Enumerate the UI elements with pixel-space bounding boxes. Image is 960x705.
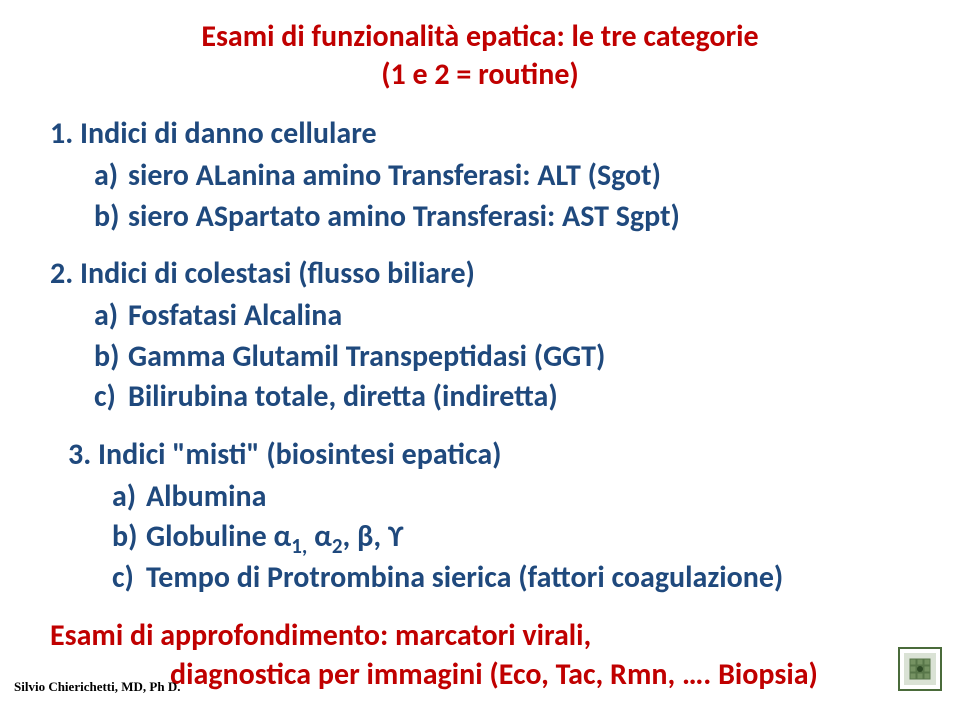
section-heading: 1. Indici di danno cellulare xyxy=(50,115,910,152)
corner-logo-icon xyxy=(898,647,942,691)
list-item: b)Gamma Glutamil Transpeptidasi (GGT) xyxy=(50,337,910,378)
sub-list: a)siero ALanina amino Transferasi: ALT (… xyxy=(50,156,910,237)
sub-list: a)Albuminab)Globuline α1, α2, β, ϒc)Temp… xyxy=(50,477,910,599)
list-item: b)siero ASpartato amino Transferasi: AST… xyxy=(50,197,910,238)
item-marker: a) xyxy=(94,156,128,197)
section-heading: 3. Indici "misti" (biosintesi epatica) xyxy=(50,436,910,473)
body: 1. Indici di danno cellularea)siero ALan… xyxy=(50,115,910,598)
item-marker: c) xyxy=(112,558,146,599)
slide-title: Esami di funzionalità epatica: le tre ca… xyxy=(50,18,910,93)
list-item: c)Tempo di Protrombina sierica (fattori … xyxy=(50,558,910,599)
title-line-2: (1 e 2 = routine) xyxy=(381,56,579,93)
item-marker: c) xyxy=(94,377,128,418)
conclusion-line-1: Esami di approfondimento: marcatori vira… xyxy=(50,616,910,655)
list-item: a)Albumina xyxy=(50,477,910,518)
item-marker: a) xyxy=(94,296,128,337)
list-item: c)Bilirubina totale, diretta (indiretta) xyxy=(50,377,910,418)
item-text: Tempo di Protrombina sierica (fattori co… xyxy=(146,559,783,596)
footer-author: Silvio Chierichetti, MD, Ph D. xyxy=(14,679,180,695)
item-marker: b) xyxy=(112,517,146,558)
item-text: Bilirubina totale, diretta (indiretta) xyxy=(128,378,558,415)
item-text: siero ASpartato amino Transferasi: AST S… xyxy=(128,198,680,235)
list-item: a)Fosfatasi Alcalina xyxy=(50,296,910,337)
list-item: a)siero ALanina amino Transferasi: ALT (… xyxy=(50,156,910,197)
item-text: Fosfatasi Alcalina xyxy=(128,297,342,334)
item-text: Globuline α1, α2, β, ϒ xyxy=(146,518,404,555)
section-heading: 2. Indici di colestasi (flusso biliare) xyxy=(50,255,910,292)
slide: Esami di funzionalità epatica: le tre ca… xyxy=(0,0,960,705)
item-text: Gamma Glutamil Transpeptidasi (GGT) xyxy=(128,338,605,375)
item-marker: b) xyxy=(94,337,128,378)
sub-list: a)Fosfatasi Alcalinab)Gamma Glutamil Tra… xyxy=(50,296,910,418)
item-text: Albumina xyxy=(146,478,266,515)
item-marker: a) xyxy=(112,477,146,518)
list-item: b)Globuline α1, α2, β, ϒ xyxy=(50,517,910,558)
item-text: siero ALanina amino Transferasi: ALT (Sg… xyxy=(128,157,661,194)
title-line-1: Esami di funzionalità epatica: le tre ca… xyxy=(201,18,758,55)
item-marker: b) xyxy=(94,197,128,238)
